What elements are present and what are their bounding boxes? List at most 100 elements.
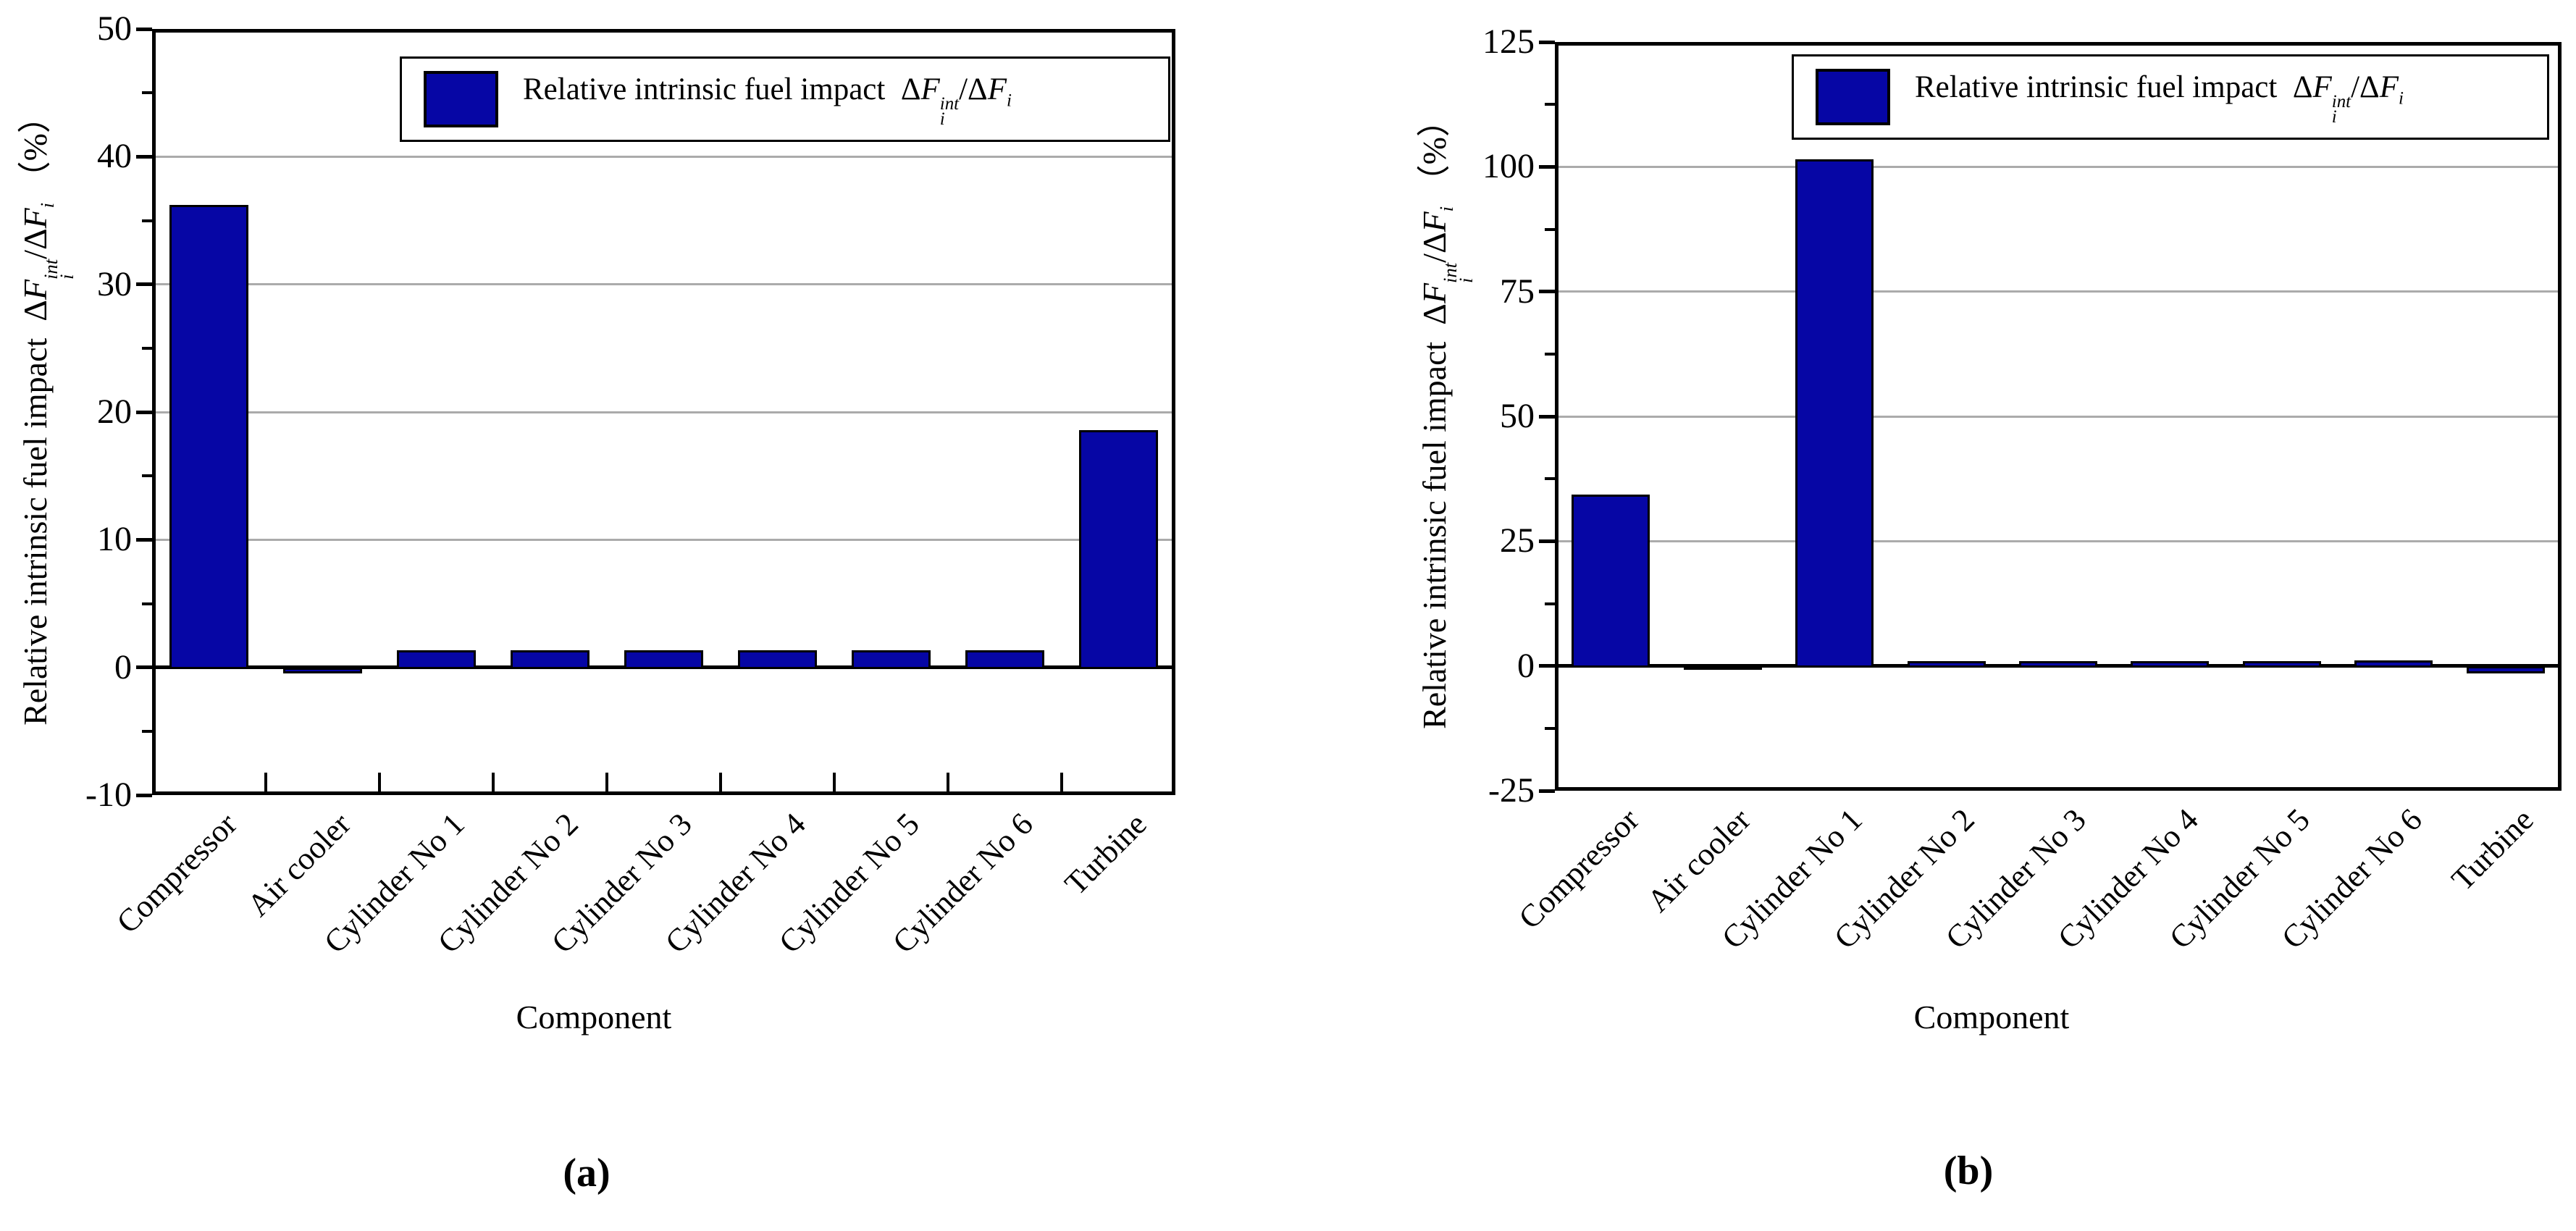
x-axis-title: Component	[516, 999, 672, 1035]
x-boundary-tick	[1060, 773, 1063, 791]
legend-label: Relative intrinsic fuel impact ΔF int i/ΔF…	[1915, 70, 2404, 127]
bar-cylinder-no-2	[1907, 660, 1986, 668]
y-major-tick	[136, 793, 152, 797]
legend-swatch	[1816, 69, 1890, 125]
y-gridline	[1558, 539, 2558, 542]
y-gridline	[156, 283, 1172, 286]
y-gridline	[1558, 165, 2558, 168]
legend-label-text: Relative intrinsic fuel impact	[1915, 70, 2278, 104]
y-major-tick	[136, 154, 152, 159]
y-tick-label: 0	[1517, 646, 1535, 685]
x-boundary-tick	[947, 773, 949, 791]
x-category-label: Compressor	[1511, 802, 1646, 936]
y-major-tick	[136, 282, 152, 287]
y-gridline	[1558, 290, 2558, 293]
subfigure-caption-b: (b)	[1943, 1148, 1994, 1193]
y-minor-tick	[142, 474, 152, 478]
y-tick-label: 50	[1500, 397, 1535, 435]
formula-supsub: int i	[939, 93, 960, 129]
y-tick-label: 0	[114, 647, 132, 686]
y-tick-label: 20	[97, 392, 132, 431]
x-category-label: Air cooler	[240, 806, 358, 923]
y-minor-tick	[1545, 103, 1555, 106]
y-major-tick	[1539, 539, 1555, 543]
y-tick-label: 50	[97, 9, 132, 48]
y-minor-tick	[1545, 352, 1555, 356]
y-minor-tick	[1545, 227, 1555, 231]
x-boundary-tick	[719, 773, 722, 791]
legend-box: Relative intrinsic fuel impact ΔF int i/ΔF…	[400, 56, 1170, 142]
y-tick-label: 125	[1482, 22, 1535, 61]
y-minor-tick	[1545, 602, 1555, 605]
plot-area-b: -25 0 25 50 75 100 125 Compressor Air cooler Cyli…	[1482, 22, 2562, 956]
y-minor-tick	[142, 346, 152, 350]
plot-area-a: -10 0 10 20 30 40 50 Compressor Air cooler Cylind…	[85, 9, 1175, 960]
bar-air-cooler	[1683, 665, 1762, 670]
y-gridline	[156, 538, 1172, 541]
y-major-tick	[136, 537, 152, 542]
bar-compressor	[1572, 495, 1650, 668]
formula-supsub: int i	[39, 259, 78, 280]
y-axis-title: Relative intrinsic fuel impact ΔF int i/ΔF…	[16, 100, 78, 726]
y-major-tick	[1539, 414, 1555, 419]
x-category-label: Turbine	[1057, 806, 1154, 902]
y-minor-tick	[1545, 726, 1555, 730]
legend-label: Relative intrinsic fuel impact ΔF int i/ΔF…	[523, 72, 1012, 129]
y-axis-title: Relative intrinsic fuel impact ΔF int i/ΔF…	[1415, 104, 1477, 729]
y-minor-tick	[142, 729, 152, 733]
y-gridline	[1558, 415, 2558, 418]
bar-turbine	[2466, 665, 2545, 673]
bar-cylinder-no-5	[851, 650, 931, 669]
bar-cylinder-no-5	[2242, 660, 2321, 668]
y-major-tick	[1539, 164, 1555, 169]
bar-cylinder-no-4	[2131, 660, 2210, 668]
bar-compressor	[169, 205, 249, 669]
y-tick-label: 100	[1482, 147, 1535, 186]
x-boundary-tick	[605, 773, 608, 791]
y-minor-tick	[142, 602, 152, 605]
y-major-tick	[1539, 789, 1555, 793]
x-boundary-tick	[833, 773, 836, 791]
x-category-label: Compressor	[109, 806, 244, 941]
y-gridline	[156, 155, 1172, 158]
bar-cylinder-no-3	[2018, 660, 2098, 668]
legend-box: Relative intrinsic fuel impact ΔF int i/ΔF…	[1792, 54, 2549, 140]
bar-cylinder-no-3	[624, 650, 704, 669]
y-minor-tick	[142, 219, 152, 222]
legend-label-text: Relative intrinsic fuel impact	[523, 72, 886, 106]
x-boundary-tick	[264, 773, 267, 791]
y-tick-label: 25	[1500, 521, 1535, 560]
y-tick-label: 40	[97, 137, 132, 176]
y-major-tick	[1539, 664, 1555, 668]
bar-cylinder-no-6	[965, 650, 1045, 669]
bar-air-cooler	[282, 667, 363, 674]
bar-cylinder-no-1	[1795, 159, 1874, 668]
bar-cylinder-no-6	[2354, 660, 2433, 668]
bar-cylinder-no-1	[396, 650, 477, 669]
bar-cylinder-no-2	[510, 650, 590, 669]
x-boundary-tick	[378, 773, 381, 791]
y-major-tick	[136, 410, 152, 414]
formula-supsub: int i	[2331, 91, 2351, 127]
y-axis-title-text: Relative intrinsic fuel impact	[1415, 341, 1453, 729]
x-axis-title: Component	[1913, 999, 2070, 1035]
y-tick-label: -10	[85, 776, 132, 814]
y-minor-tick	[142, 91, 152, 95]
y-tick-label: 75	[1500, 272, 1535, 311]
x-category-label: Air cooler	[1640, 802, 1758, 919]
legend-swatch	[424, 71, 498, 127]
y-tick-label: -25	[1488, 771, 1535, 810]
x-category-label: Turbine	[2444, 802, 2541, 898]
y-major-tick	[136, 27, 152, 31]
x-boundary-tick	[492, 773, 495, 791]
subfigure-caption-a: (a)	[563, 1151, 611, 1196]
formula-supsub: int i	[1438, 262, 1477, 283]
y-major-tick	[136, 665, 152, 670]
y-tick-label: 30	[97, 264, 132, 303]
y-axis-title-text: Relative intrinsic fuel impact	[16, 337, 54, 726]
bar-cylinder-no-4	[737, 650, 818, 669]
y-gridline	[156, 411, 1172, 413]
bar-turbine	[1078, 429, 1159, 669]
y-tick-label: 10	[97, 520, 132, 559]
